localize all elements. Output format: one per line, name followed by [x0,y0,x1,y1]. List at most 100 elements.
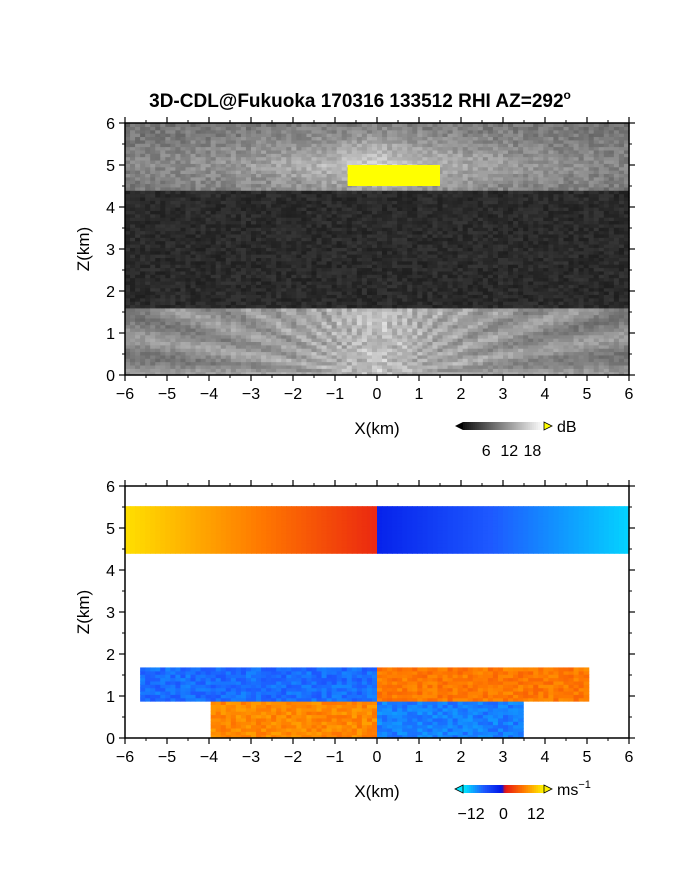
reflectivity-cell [351,196,358,201]
reflectivity-cell [235,311,242,316]
reflectivity-cell [240,264,247,269]
reflectivity-cell [185,250,192,255]
reflectivity-cell [240,311,247,316]
reflectivity-cell [397,247,403,252]
reflectivity-cell [145,257,151,262]
reflectivity-cell [195,294,202,299]
reflectivity-cell [377,139,383,144]
reflectivity-cell [251,327,257,332]
reflectivity-cell [331,267,338,272]
reflectivity-cell [291,301,297,306]
reflectivity-cell [266,136,272,141]
reflectivity-cell [251,217,257,222]
reflectivity-cell [457,351,464,356]
reflectivity-cell [397,237,403,242]
reflectivity-cell [457,301,464,306]
reflectivity-cell [175,146,182,151]
reflectivity-cell [377,371,383,376]
reflectivity-cell [220,327,227,332]
reflectivity-cell [135,247,141,252]
reflectivity-cell [185,223,192,228]
reflectivity-cell [457,344,464,349]
reflectivity-cell [180,311,187,316]
reflectivity-cell [452,133,459,138]
reflectivity-cell [331,291,338,295]
reflectivity-cell [145,207,151,211]
reflectivity-cell [140,280,146,285]
reflectivity-cell [291,291,297,295]
reflectivity-cell [321,368,328,373]
reflectivity-cell [195,213,202,218]
reflectivity-cell [387,200,393,205]
reflectivity-cell [387,284,393,289]
reflectivity-cell [361,348,368,353]
reflectivity-cell [170,243,176,248]
reflectivity-cell [276,166,282,171]
reflectivity-cell [286,334,292,339]
reflectivity-cell [125,196,131,201]
reflectivity-cell [210,186,217,191]
reflectivity-cell [240,338,247,342]
reflectivity-cell [447,156,454,161]
reflectivity-cell [457,354,464,359]
reflectivity-cell [361,338,368,342]
reflectivity-cell [235,338,242,342]
reflectivity-cell [412,200,418,205]
reflectivity-cell [266,354,272,359]
reflectivity-cell [296,139,302,144]
reflectivity-cell [235,126,242,131]
reflectivity-cell [215,193,222,198]
reflectivity-cell [180,280,187,285]
reflectivity-cell [165,243,171,248]
reflectivity-cell [356,193,363,198]
reflectivity-cell [245,233,252,238]
reflectivity-cell [442,193,449,198]
reflectivity-cell [442,314,449,319]
reflectivity-cell [452,233,459,238]
reflectivity-cell [180,291,187,295]
reflectivity-cell [387,324,393,329]
reflectivity-cell [235,153,242,158]
reflectivity-cell [437,324,444,329]
reflectivity-cell [442,183,449,188]
reflectivity-cell [245,277,252,282]
reflectivity-cell [175,186,182,191]
reflectivity-cell [251,129,257,134]
reflectivity-cell [245,136,252,141]
reflectivity-cell [361,260,368,265]
reflectivity-cell [397,193,403,198]
reflectivity-cell [125,324,131,329]
reflectivity-cell [457,294,464,299]
reflectivity-cell [447,368,454,373]
reflectivity-cell [160,250,166,255]
reflectivity-cell [286,301,292,306]
reflectivity-cell [160,129,166,134]
reflectivity-cell [311,254,318,258]
reflectivity-cell [230,351,237,356]
reflectivity-cell [306,129,313,134]
reflectivity-cell [125,227,131,232]
reflectivity-cell [170,264,176,269]
reflectivity-cell [160,358,166,363]
reflectivity-cell [195,180,202,185]
reflectivity-cell [341,170,348,174]
reflectivity-cell [190,311,197,316]
reflectivity-cell [210,153,217,158]
reflectivity-cell [331,136,338,141]
reflectivity-cell [245,213,252,218]
reflectivity-cell [331,149,338,154]
reflectivity-cell [190,227,197,232]
reflectivity-cell [175,368,182,373]
reflectivity-cell [165,200,171,205]
reflectivity-cell [341,133,348,138]
reflectivity-cell [452,331,459,336]
reflectivity-cell [366,348,373,353]
reflectivity-cell [432,159,439,164]
reflectivity-cell [321,159,328,164]
reflectivity-cell [326,163,333,168]
reflectivity-cell [155,166,161,171]
reflectivity-cell [457,250,464,255]
reflectivity-cell [235,307,242,312]
reflectivity-cell [377,156,383,161]
reflectivity-cell [185,183,192,188]
